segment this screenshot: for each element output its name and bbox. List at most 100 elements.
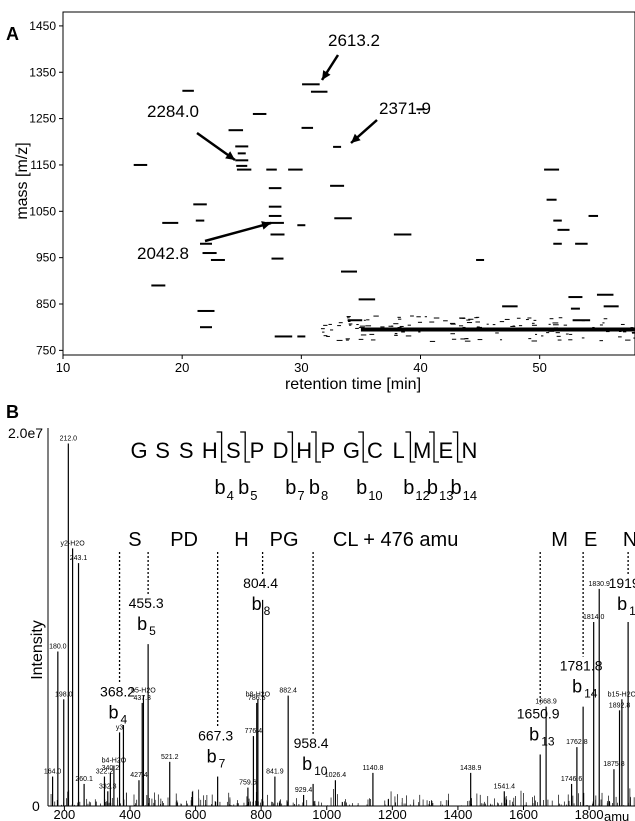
lc-ms-feature <box>270 233 285 236</box>
lc-ms-feature <box>200 242 212 245</box>
y-tick-label: 1250 <box>29 112 56 126</box>
b-ion-symbol: b <box>252 594 262 614</box>
feature-speck <box>632 332 635 334</box>
b-ion-cleavage-bracket <box>429 431 439 463</box>
b-ion-symbol: b <box>356 477 367 499</box>
b-ion-symbol: b <box>572 677 582 697</box>
peak-label: 243.1 <box>70 555 88 562</box>
panel-b-y-zero-label: 0 <box>32 798 40 814</box>
sequence-residue: D <box>273 438 289 463</box>
lc-ms-feature <box>236 164 248 167</box>
peak-label: 180.0 <box>49 643 67 650</box>
feature-speck <box>458 325 464 327</box>
baseline-band <box>360 327 635 332</box>
feature-speck <box>401 331 405 333</box>
peak-label: 786.5 <box>248 695 266 702</box>
feature-speck <box>399 325 404 327</box>
feature-speck <box>548 330 555 332</box>
panel-b-y-max-label: 2.0e7 <box>8 425 43 441</box>
feature-speck <box>599 340 603 342</box>
sequence-residue: S <box>179 438 194 463</box>
b-ion-symbol: b <box>617 594 627 614</box>
b-ion-subscript: 8 <box>264 604 271 618</box>
residue-label: M <box>551 529 568 551</box>
feature-speck <box>512 325 515 327</box>
b-ion-mz-label: 1781.8 <box>560 658 603 674</box>
y-tick-label: 1350 <box>29 65 56 79</box>
panel-a-y-axis: 750 850 950 1050 1150 1250 1350 1450 <box>29 19 63 357</box>
residue-label: E <box>584 529 597 551</box>
b-ion-mz-label: 667.3 <box>198 728 233 744</box>
peak-label: 340.2 <box>102 765 120 772</box>
y-tick-label: 1450 <box>29 19 56 33</box>
feature-speck <box>417 321 423 323</box>
feature-speck <box>531 324 537 326</box>
feature-speck <box>451 328 457 330</box>
b-ion-symbol: b <box>403 477 414 499</box>
lc-ms-feature <box>236 168 252 171</box>
b-ion-cleavage-bracket <box>216 431 227 463</box>
b-ion-symbol: b <box>137 614 147 634</box>
sequence-residue: S <box>155 438 170 463</box>
x-tick-label: 1600 <box>509 807 538 821</box>
feature-speck <box>326 335 330 337</box>
feature-speck <box>363 319 366 321</box>
lc-ms-feature <box>416 108 425 111</box>
feature-speck <box>528 338 532 340</box>
feature-speck <box>534 333 538 335</box>
lc-ms-feature <box>235 159 249 162</box>
peak-label: 759.6 <box>239 780 257 787</box>
feature-speck <box>563 324 568 326</box>
panel-label-a: A <box>6 24 19 44</box>
feature-speck <box>622 331 627 333</box>
annotation-arrow-head <box>351 133 361 143</box>
peak-label: 1875.8 <box>603 761 625 768</box>
lc-ms-feature <box>133 163 148 166</box>
feature-speck <box>474 330 478 332</box>
panel-b-x-unit: amu <box>604 809 629 821</box>
feature-speck <box>465 338 468 340</box>
feature-speck <box>451 338 457 340</box>
b-ion-subscript: 5 <box>149 624 156 638</box>
feature-speck <box>518 325 523 327</box>
feature-speck <box>475 321 480 323</box>
feature-speck <box>405 335 412 337</box>
feature-speck <box>346 317 350 319</box>
feature-speck <box>345 339 349 341</box>
peak-label: 212.0 <box>60 436 78 443</box>
lc-ms-feature <box>195 219 205 222</box>
lc-ms-feature <box>570 307 580 310</box>
lc-ms-feature <box>502 305 518 308</box>
lc-ms-feature <box>197 309 215 312</box>
feature-speck <box>488 329 494 331</box>
sequence-residue: P <box>250 438 265 463</box>
feature-speck <box>625 339 631 341</box>
lc-ms-feature <box>200 326 212 329</box>
sequence-residue: H <box>296 438 312 463</box>
feature-speck <box>433 317 440 319</box>
feature-speck <box>373 315 379 317</box>
b-ion-cleavage-bracket <box>452 431 463 463</box>
b-ion-subscript: 13 <box>439 488 453 503</box>
feature-speck <box>568 339 573 341</box>
b-ion-symbol: b <box>529 724 539 744</box>
lc-ms-feature <box>297 335 306 338</box>
peak-label: b15-H2O <box>608 691 635 698</box>
feature-speck <box>477 327 482 329</box>
feature-speck <box>581 337 585 339</box>
feature-speck <box>602 322 605 324</box>
panel-a-features <box>133 83 619 338</box>
peak-label: 198.0 <box>55 691 73 698</box>
panel-a-x-axis-label: retention time [min] <box>285 376 421 393</box>
feature-speck <box>476 326 480 328</box>
panel-label-b: B <box>6 402 19 422</box>
panel-a-scatter: A 750 850 950 1050 1150 1250 1350 1450 10 20 30 40… <box>6 11 635 393</box>
feature-speck <box>552 324 559 326</box>
feature-speck <box>450 333 455 335</box>
x-tick-label: 20 <box>175 360 189 375</box>
b-ion-subscript: 1 <box>629 604 635 618</box>
b-ion-subscript: 14 <box>463 488 477 503</box>
feature-speck <box>633 337 635 339</box>
lc-ms-feature <box>162 221 179 224</box>
x-tick-label: 1400 <box>443 807 472 821</box>
